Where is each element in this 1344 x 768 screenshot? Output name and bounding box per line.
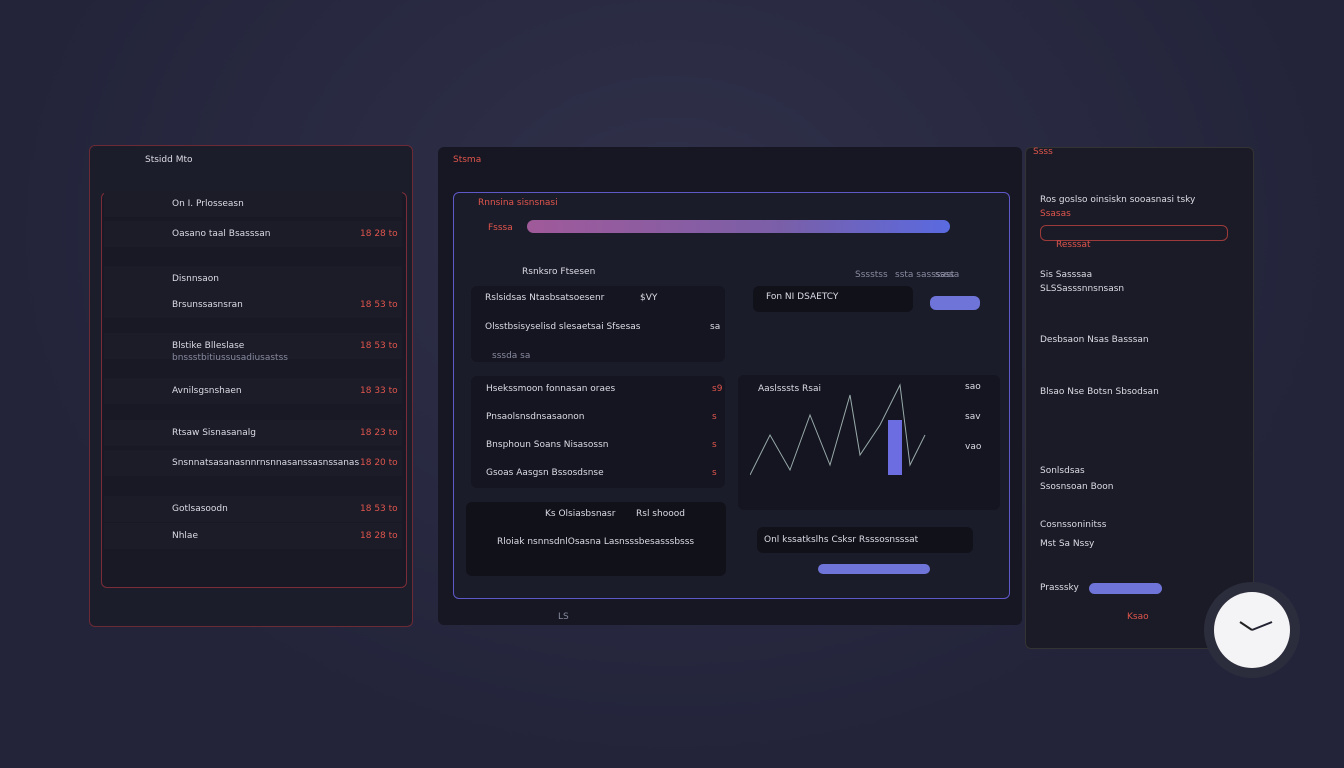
list-label: Hsekssmoon fonnasan oraes (486, 384, 616, 394)
section-label: Prasssky (1040, 583, 1079, 593)
list-label: Gsoas Aasgsn Bssosdsnse (486, 468, 604, 478)
bottom-label: Ks Olsiasbsnasr (545, 509, 616, 519)
tab: ssta sasssast (895, 270, 955, 280)
item-label: Snsnnatsasanasnnrnsnnasanssasnssanas (172, 458, 360, 468)
card-row: Rslsidsas Ntasbsatsoesenr (485, 293, 605, 303)
panel-title: Stsidd Mto (145, 155, 193, 165)
list-row[interactable] (104, 221, 402, 247)
panel-header: Ssss (1033, 147, 1053, 157)
chart-side: vao (965, 442, 982, 452)
list-row[interactable] (104, 333, 402, 359)
clock (1204, 582, 1300, 678)
input[interactable] (1040, 225, 1228, 241)
list-row[interactable] (104, 378, 402, 404)
search-label: Fsssa (488, 223, 513, 233)
item-value: 18 28 to (360, 531, 398, 541)
input-label: Resssat (1056, 240, 1091, 250)
item-label: On I. Prlosseasn (172, 199, 244, 209)
right-panel (1025, 147, 1254, 649)
section-label: Sonlsdsas (1040, 466, 1085, 476)
item-label: Avnilsgsnshaen (172, 386, 242, 396)
section-label: Blsao Nse Botsn Sbsodsan (1040, 387, 1159, 397)
item-value: 18 53 to (360, 504, 398, 514)
inner-title: Rnnsina sisnsnasi (478, 198, 558, 208)
list-card (471, 376, 725, 488)
list-value: s (712, 468, 717, 478)
item-value: 18 28 to (360, 229, 398, 239)
panel-header: Stsma (453, 155, 482, 165)
section-label: Ssosnsoan Boon (1040, 482, 1114, 492)
list-value: s9 (712, 384, 723, 394)
chart-side: sav (965, 412, 981, 422)
chart-side: sao (965, 382, 981, 392)
item-label: Gotlsasoodn (172, 504, 228, 514)
waveform (750, 383, 926, 476)
right-button[interactable] (1089, 583, 1162, 594)
item-label: Oasano taal Bsasssan (172, 229, 271, 239)
item-label: Nhlae (172, 531, 198, 541)
right-footer: Ksao (1127, 612, 1149, 622)
item-label: Blstike Blleslase (172, 341, 245, 351)
list-row[interactable] (104, 523, 402, 549)
list-value: s (712, 440, 717, 450)
right-title: Ros goslso oinsiskn sooasnasi tsky (1040, 195, 1196, 205)
section-label: Mst Sa Nssy (1040, 539, 1095, 549)
section-label: SLSSasssnnsnsasn (1040, 284, 1125, 294)
progress (818, 564, 930, 574)
bottom-right-label: Onl kssatkslhs Csksr Rsssosnsssat (764, 535, 919, 545)
card-row: Olsstbsisyselisd slesaetsai Sfsesas (485, 322, 641, 332)
bottom-label: Rloiak nsnnsdnlOsasna Lasnsssbesasssbsss (497, 537, 695, 547)
search-bar[interactable] (527, 220, 950, 233)
item-sub: bnssstbitiussusadiusastss (172, 353, 288, 363)
item-label: Rtsaw Sisnasanalg (172, 428, 256, 438)
section-label: Sis Sasssaa (1040, 270, 1093, 280)
item-label: Brsunssasnsran (172, 300, 243, 310)
section-label: Desbsaon Nsas Basssan (1040, 335, 1149, 345)
bottom-label: Rsl shoood (636, 509, 685, 519)
card-footer: sssda sa (492, 351, 531, 361)
list-row[interactable] (104, 191, 402, 217)
chart-title: Aaslsssts Rsai (758, 384, 821, 394)
list-row[interactable] (104, 266, 402, 292)
toggle[interactable] (930, 296, 980, 310)
item-value: 18 53 to (360, 341, 398, 351)
card-title: Rsnksro Ftsesen (522, 267, 596, 277)
button-label: Fon NI DSAETCY (766, 292, 839, 302)
list-row[interactable] (104, 450, 402, 476)
footer: LS (558, 612, 569, 622)
card-value: sa (710, 322, 721, 332)
card-value: $VY (640, 293, 658, 303)
list-row[interactable] (104, 420, 402, 446)
list-label: Pnsaolsnsdnsasaonon (486, 412, 585, 422)
bottom-card (466, 502, 726, 576)
bottom-right-card (757, 527, 973, 553)
item-value: 18 53 to (360, 300, 398, 310)
list-row[interactable] (104, 496, 402, 522)
section-label: Cosnssoninitss (1040, 520, 1107, 530)
item-value: 18 20 to (360, 458, 398, 468)
chart-card (738, 375, 1000, 510)
card (471, 286, 725, 362)
list-value: s (712, 412, 717, 422)
item-value: 18 33 to (360, 386, 398, 396)
item-label: Disnnsaon (172, 274, 219, 284)
tab: ssssa (935, 270, 960, 280)
list-label: Bnsphoun Soans Nisasossn (486, 440, 609, 450)
item-value: 18 23 to (360, 428, 398, 438)
list-row[interactable] (104, 292, 402, 318)
right-subtitle: Ssasas (1040, 209, 1071, 219)
tab: Sssstss (855, 270, 888, 280)
button-box (753, 286, 913, 312)
